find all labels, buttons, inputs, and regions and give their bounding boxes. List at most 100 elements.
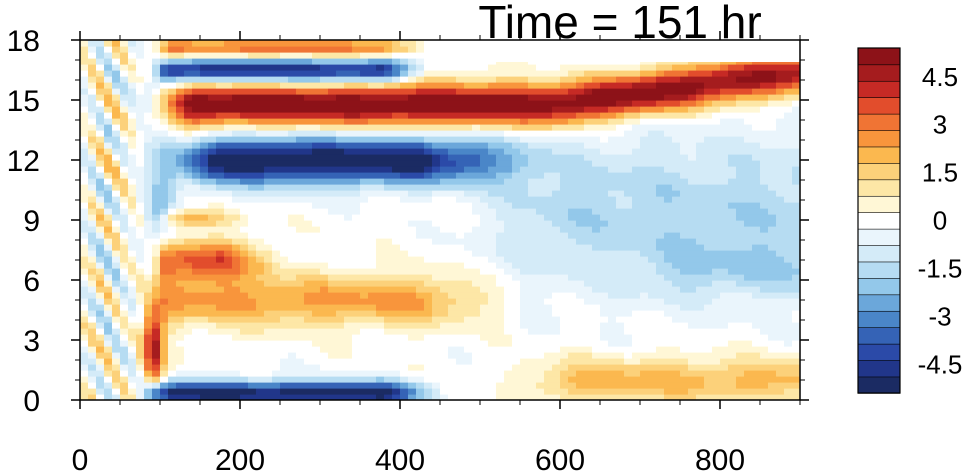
field-cell — [184, 118, 193, 125]
field-cell — [360, 388, 369, 395]
field-cell — [624, 244, 633, 251]
field-cell — [376, 40, 385, 47]
field-cell — [208, 322, 217, 329]
field-cell — [112, 88, 121, 95]
field-cell — [720, 376, 729, 383]
field-cell — [128, 40, 137, 47]
field-cell — [256, 280, 265, 287]
field-cell — [488, 202, 497, 209]
field-cell — [232, 268, 241, 275]
field-cell — [176, 196, 185, 203]
field-cell — [232, 334, 241, 341]
field-cell — [680, 394, 689, 400]
field-cell — [456, 172, 465, 179]
field-cell — [320, 370, 329, 377]
field-cell — [648, 310, 657, 317]
field-cell — [480, 328, 489, 335]
field-cell — [496, 112, 505, 119]
field-cell — [184, 250, 193, 257]
field-cell — [296, 358, 305, 365]
field-cell — [704, 160, 713, 167]
field-cell — [152, 106, 161, 113]
field-cell — [440, 112, 449, 119]
field-cell — [104, 280, 113, 287]
field-cell — [208, 262, 217, 269]
field-cell — [96, 166, 105, 173]
field-cell — [376, 196, 385, 203]
field-cell — [368, 82, 377, 89]
field-cell — [120, 118, 129, 125]
field-cell — [152, 100, 161, 107]
field-cell — [472, 172, 481, 179]
field-cell — [488, 256, 497, 263]
field-cell — [136, 166, 145, 173]
field-cell — [696, 136, 705, 143]
field-cell — [376, 238, 385, 245]
field-cell — [440, 262, 449, 269]
field-cell — [224, 238, 233, 245]
field-cell — [184, 130, 193, 137]
field-cell — [280, 274, 289, 281]
field-cell — [616, 394, 625, 400]
field-cell — [496, 298, 505, 305]
field-cell — [232, 88, 241, 95]
field-cell — [224, 64, 233, 71]
field-cell — [168, 94, 177, 101]
field-cell — [696, 352, 705, 359]
field-cell — [696, 142, 705, 149]
field-cell — [456, 310, 465, 317]
field-cell — [272, 340, 281, 347]
field-cell — [240, 298, 249, 305]
field-cell — [232, 322, 241, 329]
field-cell — [736, 298, 745, 305]
field-cell — [664, 388, 673, 395]
field-cell — [592, 262, 601, 269]
field-cell — [96, 304, 105, 311]
field-cell — [440, 184, 449, 191]
field-cell — [200, 262, 209, 269]
field-cell — [360, 148, 369, 155]
field-cell — [344, 316, 353, 323]
field-cell — [632, 184, 641, 191]
field-cell — [112, 394, 121, 400]
field-cell — [96, 94, 105, 101]
field-cell — [256, 376, 265, 383]
field-cell — [552, 382, 561, 389]
field-cell — [632, 196, 641, 203]
field-cell — [424, 112, 433, 119]
field-cell — [264, 346, 273, 353]
field-cell — [80, 52, 89, 59]
field-cell — [680, 70, 689, 77]
field-cell — [80, 172, 89, 179]
field-cell — [608, 334, 617, 341]
field-cell — [512, 346, 521, 353]
field-cell — [728, 214, 737, 221]
field-cell — [448, 376, 457, 383]
field-cell — [352, 52, 361, 59]
field-cell — [528, 298, 537, 305]
field-cell — [360, 340, 369, 347]
field-cell — [592, 202, 601, 209]
field-cell — [592, 394, 601, 400]
field-cell — [728, 262, 737, 269]
field-cell — [432, 364, 441, 371]
field-cell — [240, 238, 249, 245]
field-cell — [320, 382, 329, 389]
field-cell — [264, 52, 273, 59]
field-cell — [424, 160, 433, 167]
field-cell — [312, 58, 321, 65]
field-cell — [376, 208, 385, 215]
field-cell — [112, 310, 121, 317]
field-cell — [448, 118, 457, 125]
field-cell — [584, 202, 593, 209]
field-cell — [576, 322, 585, 329]
field-cell — [104, 190, 113, 197]
field-cell — [360, 82, 369, 89]
field-cell — [320, 238, 329, 245]
field-cell — [408, 364, 417, 371]
field-cell — [504, 190, 513, 197]
field-cell — [672, 172, 681, 179]
field-cell — [272, 394, 281, 400]
field-cell — [608, 208, 617, 215]
field-cell — [232, 292, 241, 299]
